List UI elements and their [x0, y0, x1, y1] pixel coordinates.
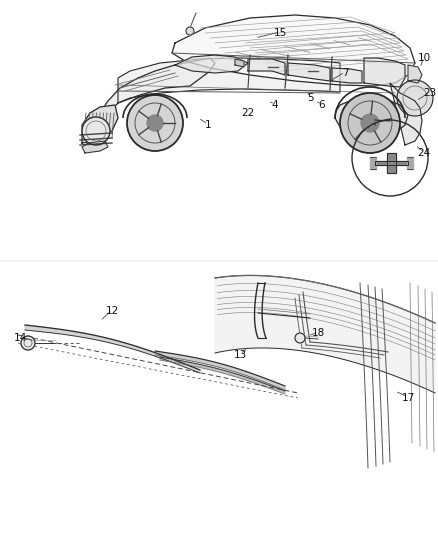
Text: 10: 10: [417, 53, 431, 63]
Text: 24: 24: [417, 148, 431, 158]
Text: 4: 4: [272, 100, 278, 110]
Circle shape: [147, 115, 163, 131]
Circle shape: [127, 95, 183, 151]
Circle shape: [186, 27, 194, 35]
Text: 6: 6: [319, 100, 325, 110]
Circle shape: [295, 333, 305, 343]
Circle shape: [340, 93, 400, 153]
Text: 13: 13: [233, 350, 247, 360]
Polygon shape: [215, 276, 435, 393]
Text: 18: 18: [311, 328, 325, 338]
Polygon shape: [82, 141, 108, 153]
Circle shape: [21, 336, 35, 350]
Text: 5: 5: [307, 93, 313, 103]
Polygon shape: [86, 58, 215, 143]
Circle shape: [82, 117, 110, 145]
Polygon shape: [155, 351, 285, 390]
Polygon shape: [172, 15, 415, 86]
Text: 15: 15: [273, 28, 286, 38]
Text: 14: 14: [14, 333, 27, 343]
Text: 7: 7: [342, 68, 348, 78]
Polygon shape: [288, 63, 330, 81]
Polygon shape: [408, 65, 422, 83]
Text: 17: 17: [401, 393, 415, 403]
Polygon shape: [364, 58, 405, 87]
Circle shape: [397, 80, 433, 116]
Polygon shape: [235, 59, 244, 67]
Text: 12: 12: [106, 306, 119, 316]
Polygon shape: [370, 157, 376, 169]
Polygon shape: [118, 58, 340, 103]
Text: 22: 22: [241, 108, 254, 118]
Polygon shape: [332, 68, 362, 83]
Polygon shape: [25, 325, 200, 373]
Polygon shape: [160, 357, 285, 394]
Circle shape: [361, 114, 379, 132]
Polygon shape: [407, 157, 413, 169]
Polygon shape: [335, 98, 408, 137]
Polygon shape: [375, 161, 408, 165]
Polygon shape: [82, 105, 118, 143]
Text: 1: 1: [205, 120, 211, 130]
Polygon shape: [387, 153, 396, 173]
Polygon shape: [248, 59, 285, 75]
Text: 23: 23: [424, 88, 437, 98]
Polygon shape: [175, 55, 248, 73]
Polygon shape: [390, 83, 422, 145]
